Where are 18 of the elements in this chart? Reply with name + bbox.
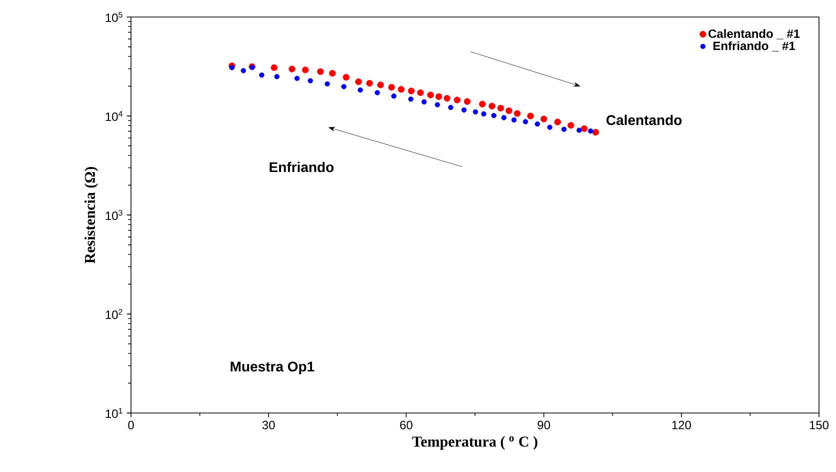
y-tick-label: 10$^{2}$ xyxy=(106,308,122,320)
x-tick-label: 150 xyxy=(810,420,829,430)
y-tick-label: 10$^{3}$ xyxy=(106,210,122,220)
annotation: Muestra Op1 xyxy=(230,362,314,374)
x-tick-label: 60 xyxy=(400,420,412,430)
x-tick-label: 0 xyxy=(128,420,134,430)
annotation: Enfriando xyxy=(270,162,334,172)
x-tick-label: 30 xyxy=(262,420,275,430)
y-axis-title: Resistencia (Ω) xyxy=(84,166,98,264)
x-axis-title: Temperatura ( $^{o}$ C ) xyxy=(412,436,538,450)
y-tick-label: 10$^{1}$ xyxy=(106,408,122,418)
legend-label: Enfriando _ #1 xyxy=(713,41,796,52)
y-tick-label: 10$^{4}$ xyxy=(106,111,122,121)
legend-label: Calentando _ #1 xyxy=(708,29,800,40)
x-tick-label: 120 xyxy=(672,420,691,430)
x-tick-label: 90 xyxy=(538,420,550,430)
y-tick-label: 10$^{5}$ xyxy=(106,12,122,22)
annotation: Calentando xyxy=(606,114,682,126)
